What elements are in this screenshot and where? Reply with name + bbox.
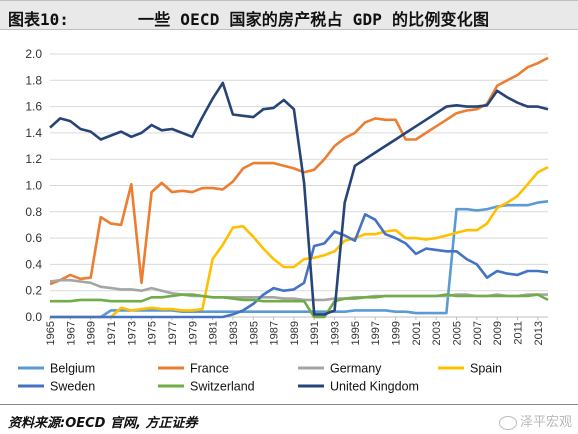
y-tick-label: 0.0 — [25, 310, 42, 324]
figure-title-bar: 图表10: 一些 OECD 国家的房产税占 GDP 的比例变化图 — [0, 0, 578, 30]
x-tick-label: 2011 — [513, 321, 525, 345]
x-tick-label: 1999 — [391, 321, 403, 345]
x-tick-label: 1993 — [330, 321, 342, 345]
y-tick-label: 1.2 — [25, 152, 42, 166]
figure-title: 一些 OECD 国家的房产税占 GDP 的比例变化图 — [138, 10, 490, 29]
legend-label: United Kingdom — [330, 380, 419, 394]
legend-label: France — [190, 362, 229, 376]
y-tick-label: 0.4 — [25, 257, 42, 271]
x-tick-label: 1975 — [147, 321, 159, 345]
y-tick-label: 1.0 — [25, 179, 42, 193]
series-line-germany — [49, 278, 548, 302]
series-line-france — [49, 56, 549, 286]
series-line-sweden — [50, 213, 549, 319]
x-tick-label: 1971 — [106, 321, 118, 345]
x-tick-label: 2001 — [411, 321, 423, 345]
source-note: 资料来源:OECD 官网, 方正证券 — [8, 416, 198, 431]
legend-label: Belgium — [50, 362, 95, 376]
y-tick-label: 0.6 — [25, 231, 42, 245]
y-tick-label: 1.8 — [25, 73, 42, 87]
line-chart: 0.0 0.2 0.4 0.6 0.8 1.0 1.2 1.4 1.6 1.8 2.0 1965 196… — [18, 47, 549, 394]
legend-label: Sweden — [50, 380, 95, 394]
x-tick-label: 2005 — [452, 321, 464, 345]
series-line-switzerland — [50, 293, 549, 319]
y-tick-label: 1.4 — [25, 126, 42, 140]
x-tick-label: 1977 — [167, 321, 179, 345]
x-tick-label: 1979 — [187, 321, 199, 345]
x-tick-label: 2009 — [492, 321, 504, 345]
series-line-united-kingdom — [49, 81, 549, 316]
x-tick-label: 2007 — [472, 321, 484, 345]
watermark: 泽平宏观 — [498, 411, 572, 430]
x-tick-label: 2003 — [431, 321, 443, 345]
x-tick-label: 1987 — [269, 321, 281, 345]
x-tick-label: 2013 — [533, 321, 545, 345]
x-tick-label: 1985 — [248, 321, 260, 345]
y-tick-label: 2.0 — [25, 47, 42, 61]
y-tick-label: 0.2 — [25, 284, 42, 298]
footer: 资料来源:OECD 官网, 方正证券 泽平宏观 — [0, 404, 578, 434]
x-tick-label: 1967 — [65, 321, 77, 345]
series-line-spain — [50, 165, 549, 319]
wechat-logo-icon — [498, 415, 517, 430]
x-tick-label: 1981 — [208, 321, 220, 345]
y-tick-label: 0.8 — [25, 205, 42, 219]
x-tick-label: 1989 — [289, 321, 301, 345]
x-tick-label: 1991 — [309, 321, 321, 345]
x-tick-label: 1973 — [126, 321, 138, 345]
x-tick-label: 1995 — [350, 321, 362, 345]
x-tick-label: 1983 — [228, 321, 240, 345]
legend-label: Spain — [470, 362, 502, 376]
legend-label: Switzerland — [190, 380, 255, 394]
x-tick-label: 1969 — [86, 321, 98, 345]
watermark-text: 泽平宏观 — [519, 415, 572, 430]
y-tick-label: 1.6 — [25, 100, 42, 114]
figure-label: 图表10: — [8, 10, 69, 29]
legend-label: Germany — [330, 362, 382, 376]
x-tick-label: 1997 — [370, 321, 382, 345]
x-tick-label: 1965 — [45, 321, 57, 345]
